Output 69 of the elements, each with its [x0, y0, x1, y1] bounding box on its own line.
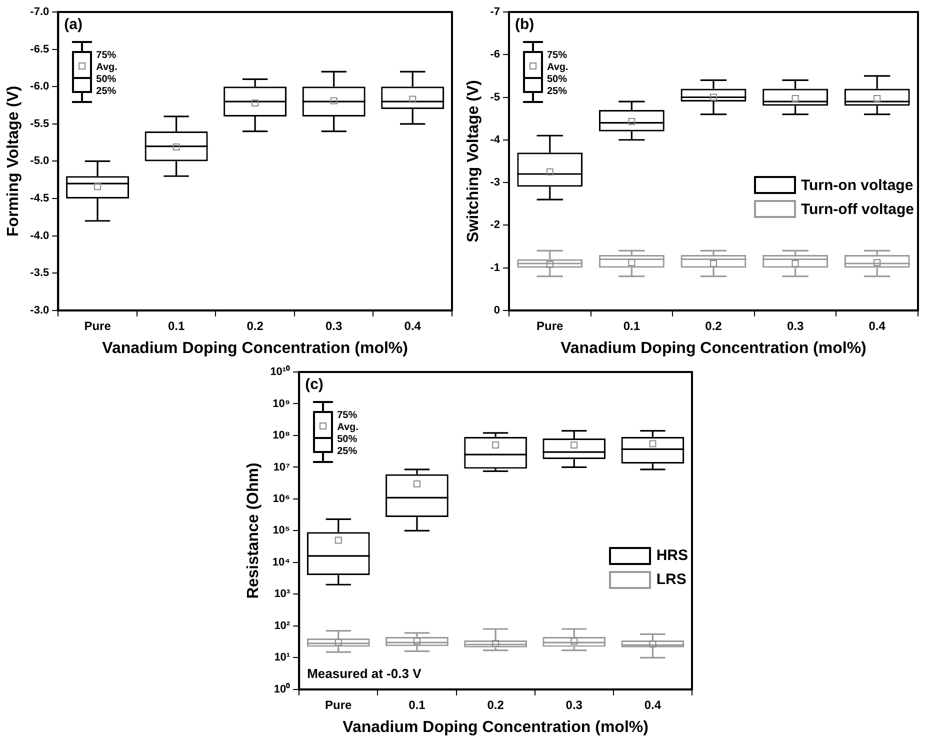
y-tick-label: -7.0 — [30, 6, 50, 18]
y-tick-label: -4.5 — [30, 192, 50, 205]
annotation: 50% — [546, 74, 567, 85]
x-tick-label: 0.4 — [868, 318, 886, 333]
annotation: (b) — [514, 16, 534, 33]
y-axis-title: Resistance (Ohm) — [245, 462, 262, 599]
x-tick-label: 0.1 — [168, 318, 185, 333]
annotation: 75% — [546, 50, 567, 61]
y-tick-label: 10³ — [274, 588, 290, 600]
x-tick-label: 0.1 — [408, 698, 426, 712]
x-tick-label: 0.2 — [487, 698, 504, 712]
annotation: 50% — [337, 434, 358, 445]
y-tick-label: 10⁹ — [272, 398, 290, 410]
y-tick-label: -3.0 — [30, 304, 50, 316]
annotation: Avg. — [96, 62, 118, 73]
y-tick-label: -5.0 — [30, 155, 50, 168]
y-tick-label: 10⁰ — [274, 682, 290, 696]
annotation: 25% — [337, 446, 358, 457]
y-tick-label: -1 — [490, 262, 500, 274]
annotation: 50% — [96, 74, 116, 85]
annotation: 75% — [96, 50, 116, 61]
y-tick-label: 10⁸ — [272, 430, 290, 442]
y-tick-label: -3 — [490, 176, 500, 189]
y-tick-label: 10⁷ — [273, 461, 291, 474]
y-tick-label: 10⁶ — [272, 492, 290, 505]
x-tick-label: Pure — [536, 318, 564, 333]
x-tick-label: 0.3 — [566, 698, 583, 712]
x-axis-title: Vanadium Doping Concentration (mol%) — [560, 340, 866, 357]
annotation: Avg. — [337, 422, 358, 433]
y-tick-label: -3.5 — [30, 267, 50, 280]
legend-label: HRS — [656, 547, 688, 564]
x-tick-label: Pure — [325, 698, 352, 712]
y-axis-title: Forming Voltage (V) — [5, 86, 22, 237]
y-tick-label: 0 — [494, 304, 500, 316]
y-tick-label: -5.5 — [30, 118, 50, 130]
y-tick-label: -7 — [490, 6, 500, 18]
x-tick-label: 0.3 — [326, 318, 343, 333]
annotation: 75% — [337, 410, 358, 421]
y-tick-label: -4 — [490, 134, 501, 146]
y-tick-label: 10¹ — [274, 652, 290, 664]
y-tick-label: 10⁵ — [272, 524, 290, 537]
annotation: 25% — [546, 86, 567, 97]
x-tick-label: 0.4 — [404, 318, 422, 333]
x-axis-title: Vanadium Doping Concentration (mol%) — [102, 340, 408, 357]
x-tick-label: Pure — [84, 318, 112, 333]
y-tick-label: 10⁴ — [272, 556, 290, 568]
y-tick-label: -6 — [490, 48, 500, 61]
y-tick-label: -5 — [490, 91, 500, 104]
annotation: 25% — [96, 86, 116, 97]
y-tick-label: -6.0 — [30, 80, 50, 93]
annotation: (c) — [305, 376, 324, 393]
y-axis-title: Switching Voltage (V) — [465, 80, 482, 242]
legend-label: LRS — [656, 571, 686, 588]
annotation: Avg. — [546, 62, 568, 73]
x-axis-title: Vanadium Doping Concentration (mol%) — [342, 718, 648, 736]
y-tick-label: 10² — [274, 620, 290, 632]
y-tick-label: -4.0 — [30, 230, 50, 242]
annotation: Measured at -0.3 V — [307, 666, 422, 682]
y-tick-label: 10¹⁰ — [270, 365, 290, 378]
x-tick-label: 0.4 — [644, 698, 662, 712]
x-tick-label: 0.2 — [246, 318, 264, 333]
y-tick-label: -2 — [490, 219, 500, 232]
legend-label: Turn-on voltage — [800, 176, 914, 194]
annotation: (a) — [64, 16, 82, 33]
y-tick-label: -6.5 — [30, 43, 50, 56]
x-tick-label: 0.3 — [786, 318, 804, 333]
legend-label: Turn-off voltage — [800, 200, 914, 218]
x-tick-label: 0.1 — [623, 318, 640, 333]
x-tick-label: 0.2 — [705, 318, 722, 333]
